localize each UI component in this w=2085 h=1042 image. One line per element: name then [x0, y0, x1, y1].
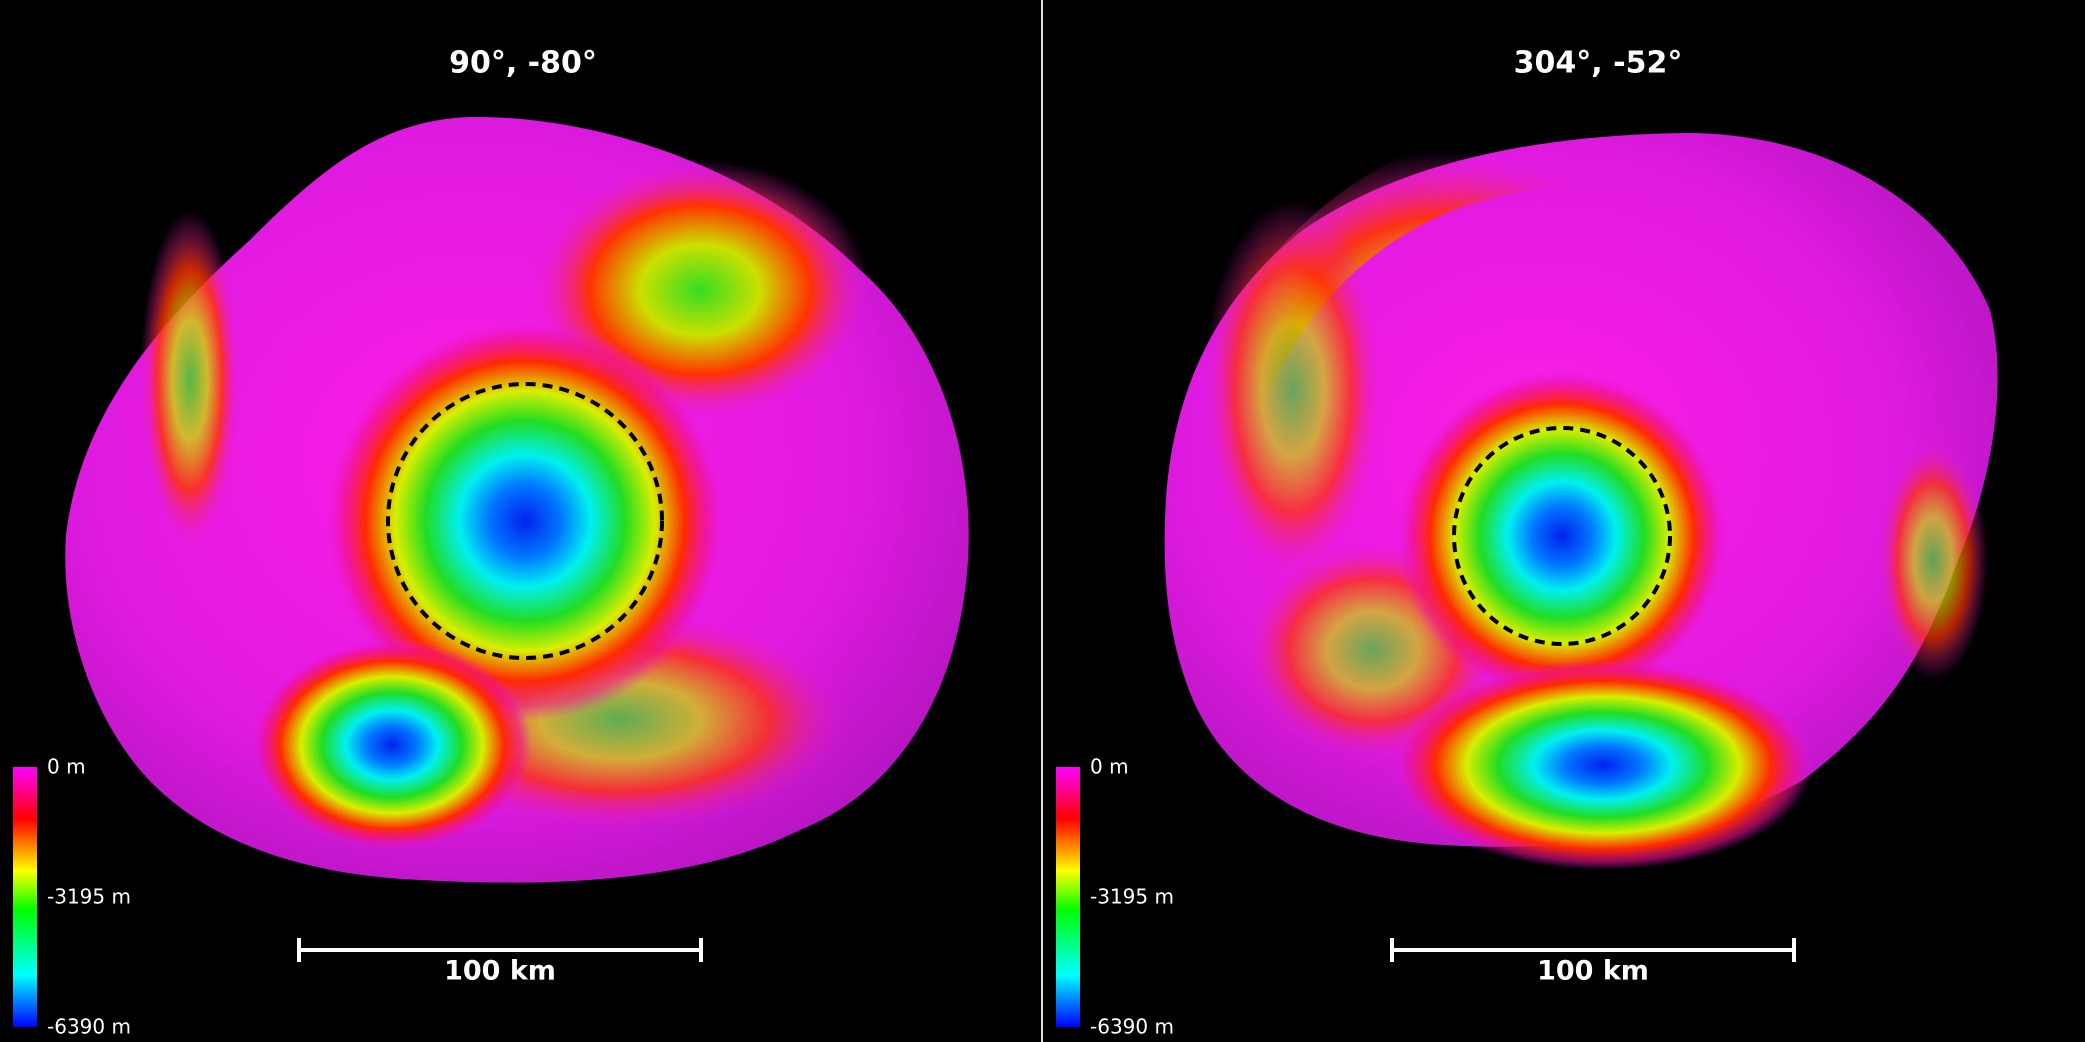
scale-label: 100 km: [444, 956, 556, 987]
colorbar-label: -3195 m: [1090, 885, 1174, 909]
panel-title: 90°, -80°: [449, 46, 597, 81]
crater-outline: [386, 382, 664, 660]
colorbar-label: 0 m: [1090, 755, 1129, 779]
panel: 90°, -80° 0 m -3195 m -6390 m 100 km: [13, 46, 969, 1039]
panel: 304°, -52° 0 m -3195 m -6390 m 100 km: [1056, 46, 1998, 1039]
colorbar-label: -3195 m: [47, 885, 131, 909]
scale-label: 100 km: [1537, 956, 1649, 987]
crater: [325, 321, 725, 721]
crater: [1397, 371, 1727, 701]
terrain-band: [1203, 200, 1383, 580]
colorbar-label: -6390 m: [1090, 1015, 1174, 1039]
colorbar: [13, 767, 37, 1027]
scale-bar: [1390, 938, 1796, 962]
crater: [1393, 660, 1813, 870]
scale-bar: [297, 938, 703, 962]
colorbar-label: 0 m: [47, 755, 86, 779]
panel-title: 304°, -52°: [1514, 46, 1683, 81]
terrain-band: [1878, 440, 1988, 680]
crater: [252, 640, 532, 850]
crater-outline: [1452, 426, 1672, 646]
colorbar-label: -6390 m: [47, 1015, 131, 1039]
terrain-band: [140, 210, 240, 550]
colorbar: [1056, 767, 1080, 1027]
